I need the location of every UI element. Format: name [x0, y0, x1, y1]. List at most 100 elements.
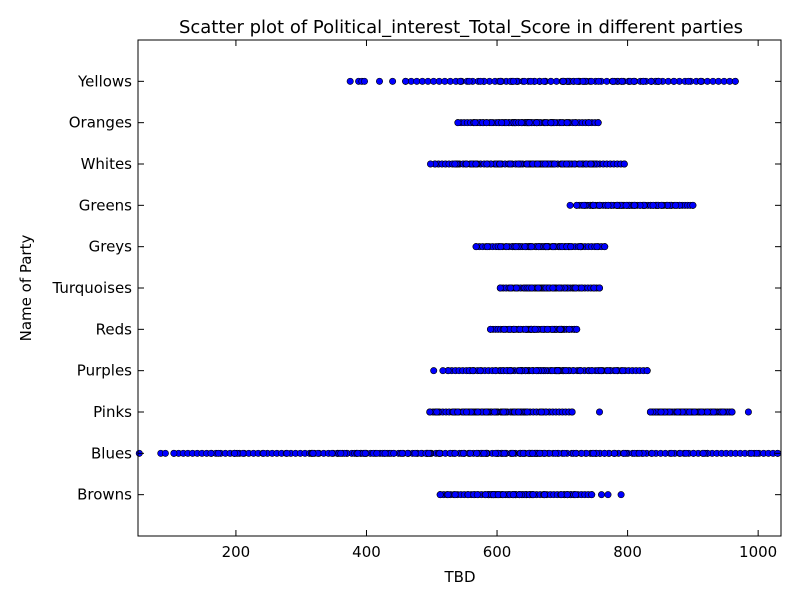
data-point: [541, 160, 549, 168]
data-point: [697, 77, 705, 85]
data-point: [562, 367, 570, 375]
data-point: [566, 201, 574, 209]
data-point: [451, 449, 459, 457]
data-point: [630, 201, 638, 209]
data-point: [170, 449, 178, 457]
data-point: [612, 367, 620, 375]
data-point: [439, 367, 447, 375]
data-point: [649, 201, 657, 209]
data-point: [486, 325, 494, 333]
data-point: [589, 201, 597, 209]
data-point: [436, 491, 444, 499]
data-point: [543, 243, 551, 251]
data-point: [231, 449, 239, 457]
data-point: [573, 201, 581, 209]
data-point: [676, 449, 684, 457]
data-point: [657, 201, 665, 209]
data-point: [655, 77, 663, 85]
data-point: [496, 284, 504, 292]
data-point: [555, 284, 563, 292]
data-point: [510, 325, 518, 333]
data-point: [620, 160, 628, 168]
data-point: [496, 77, 504, 85]
data-point: [433, 408, 441, 416]
data-point: [425, 449, 433, 457]
data-point: [466, 449, 474, 457]
data-point: [476, 367, 484, 375]
data-point: [516, 491, 524, 499]
data-point: [533, 160, 541, 168]
data-point: [595, 77, 603, 85]
data-point: [567, 243, 575, 251]
data-point: [540, 77, 548, 85]
data-point: [500, 325, 508, 333]
data-point: [462, 160, 470, 168]
y-tick-label: Pinks: [93, 403, 132, 421]
x-axis: 200 400 600 800 1000: [222, 40, 777, 561]
data-point: [500, 408, 508, 416]
data-point: [576, 243, 584, 251]
data-point: [514, 408, 522, 416]
data-point: [476, 77, 484, 85]
data-point: [593, 243, 601, 251]
data-point: [483, 160, 491, 168]
data-point: [639, 77, 647, 85]
data-point: [207, 449, 215, 457]
x-tick-label: 400: [352, 543, 381, 561]
data-point: [620, 449, 628, 457]
data-point: [260, 449, 268, 457]
data-point: [672, 201, 680, 209]
data-point: [454, 119, 462, 127]
data-point: [604, 201, 612, 209]
data-point: [563, 160, 571, 168]
x-tick-label: 1000: [739, 543, 777, 561]
data-point: [657, 408, 665, 416]
data-point: [551, 160, 559, 168]
data-point: [579, 77, 587, 85]
data-point: [585, 119, 593, 127]
data-point: [573, 77, 581, 85]
data-point: [630, 77, 638, 85]
data-point: [568, 408, 576, 416]
data-point: [390, 449, 398, 457]
data-point: [520, 77, 528, 85]
data-point: [719, 408, 727, 416]
data-point: [346, 77, 354, 85]
data-point: [647, 77, 655, 85]
data-point: [684, 77, 692, 85]
data-point: [572, 284, 580, 292]
data-point: [360, 77, 368, 85]
data-point: [540, 491, 548, 499]
data-point: [473, 491, 481, 499]
data-point: [572, 449, 580, 457]
data-point: [529, 491, 537, 499]
data-point: [426, 408, 434, 416]
data-point: [547, 77, 555, 85]
data-point: [554, 367, 562, 375]
data-point: [537, 408, 545, 416]
data-point: [565, 325, 573, 333]
y-tick-label: Blues: [91, 444, 132, 462]
data-point: [595, 284, 603, 292]
data-point: [563, 119, 571, 127]
data-point: [507, 284, 515, 292]
data-point: [523, 408, 531, 416]
data-point: [619, 367, 627, 375]
plot-frame: [137, 39, 782, 537]
data-point: [682, 449, 690, 457]
data-point: [597, 491, 605, 499]
data-point: [531, 325, 539, 333]
data-point: [411, 449, 419, 457]
data-point: [610, 449, 618, 457]
data-point: [587, 160, 595, 168]
data-point: [588, 491, 596, 499]
data-point: [572, 491, 580, 499]
data-point: [689, 201, 697, 209]
data-point: [509, 77, 517, 85]
data-point: [533, 119, 541, 127]
data-point: [617, 491, 625, 499]
data-point: [595, 408, 603, 416]
data-point: [373, 449, 381, 457]
data-point: [580, 201, 588, 209]
